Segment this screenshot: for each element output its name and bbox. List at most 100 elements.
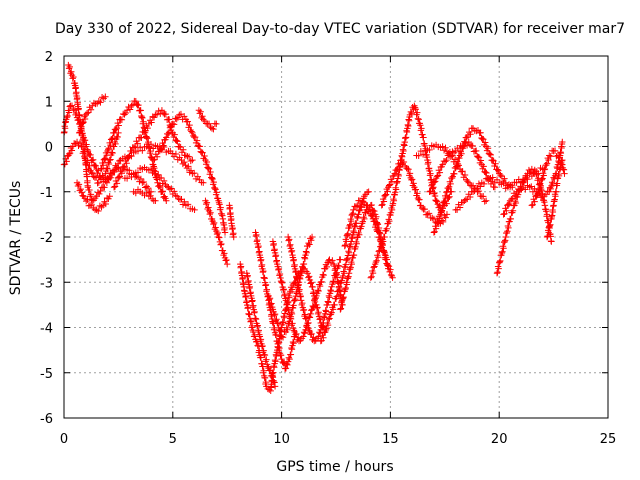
data-point-plus [281, 290, 289, 298]
data-point-plus [306, 241, 313, 248]
data-point-plus [371, 207, 378, 215]
data-point-plus [548, 238, 555, 245]
data-point-plus [557, 164, 564, 171]
data-point-plus [433, 219, 441, 227]
data-point-plus [458, 150, 465, 157]
data-point-plus [338, 301, 346, 308]
data-point-plus [70, 105, 77, 113]
data-point-plus [533, 171, 541, 178]
data-point-plus [172, 192, 179, 199]
data-point-plus [105, 175, 113, 183]
data-point-plus [262, 281, 270, 288]
data-point-plus [157, 110, 164, 117]
data-point-plus [199, 112, 206, 120]
data-point-plus [257, 256, 265, 264]
data-point-plus [287, 241, 294, 248]
data-point-plus [215, 233, 222, 241]
data-point-plus [74, 94, 81, 102]
data-point-plus [326, 256, 333, 263]
data-point-plus [378, 241, 385, 248]
data-point-plus [315, 309, 322, 316]
data-point-plus [509, 207, 517, 214]
data-point-plus [477, 129, 484, 136]
data-point-plus [120, 164, 127, 171]
data-point-plus [442, 214, 449, 221]
data-point-plus [276, 270, 284, 278]
data-point-plus [486, 151, 494, 158]
data-point-plus [430, 229, 438, 236]
data-point-plus [248, 324, 255, 331]
data-point-plus [273, 316, 280, 323]
data-point-plus [259, 342, 266, 350]
data-point-plus [168, 185, 175, 192]
data-point-plus [483, 169, 490, 177]
data-point-plus [288, 247, 296, 254]
data-point-plus [118, 170, 125, 177]
data-point-plus [500, 180, 507, 187]
data-point-plus [329, 278, 337, 285]
data-point-plus [318, 278, 325, 285]
data-point-plus [461, 171, 469, 179]
data-point-plus [319, 324, 326, 331]
data-point-plus [320, 271, 327, 279]
data-point-plus [177, 110, 185, 118]
data-point-plus [293, 330, 300, 338]
data-point-plus [341, 242, 348, 250]
data-point-plus [132, 98, 140, 105]
data-point-plus [212, 186, 219, 193]
data-point-plus [342, 284, 349, 292]
data-point-plus [160, 177, 168, 185]
data-point-plus [214, 229, 221, 237]
data-point-plus [78, 143, 86, 151]
data-point-plus [542, 191, 550, 198]
data-point-plus [317, 315, 324, 322]
data-point-plus [309, 283, 316, 291]
data-point-plus [237, 263, 245, 270]
data-point-plus [494, 269, 501, 276]
data-point-plus [276, 326, 284, 334]
data-point-plus [324, 298, 332, 305]
data-point-plus [443, 156, 450, 164]
data-point-plus [481, 198, 488, 205]
data-point-plus [97, 165, 105, 173]
data-point-plus [251, 308, 258, 316]
data-point-plus [209, 175, 216, 183]
data-point-plus [350, 227, 357, 235]
data-point-plus [215, 199, 223, 206]
data-point-plus [279, 334, 287, 341]
data-point-plus [125, 154, 132, 161]
data-point-plus [101, 184, 108, 191]
data-point-plus [436, 215, 443, 222]
data-point-plus [275, 340, 282, 348]
data-point-plus [105, 144, 113, 152]
data-point-plus [493, 270, 501, 277]
data-point-plus [210, 125, 217, 133]
data-point-plus [301, 330, 309, 337]
data-point-plus [102, 200, 109, 208]
data-point-plus [130, 144, 138, 151]
data-point-plus [346, 221, 354, 228]
data-point-plus [187, 157, 194, 165]
data-point-plus [342, 264, 349, 271]
data-point-plus [245, 310, 253, 318]
data-point-plus [70, 73, 77, 81]
data-point-plus [499, 248, 506, 255]
x-tick-label: 10 [273, 432, 290, 447]
data-point-plus [305, 273, 313, 280]
data-point-plus [176, 111, 183, 119]
data-point-plus [286, 355, 293, 363]
data-point-plus [400, 158, 408, 166]
data-point-plus [385, 263, 393, 270]
data-point-plus [281, 314, 288, 322]
data-point-plus [285, 237, 292, 244]
data-point-plus [523, 174, 530, 181]
data-point-plus [342, 241, 349, 249]
data-point-plus [66, 63, 74, 71]
data-point-plus [332, 273, 339, 281]
data-point-plus [349, 210, 357, 217]
data-point-plus [61, 125, 69, 132]
data-point-plus [303, 249, 310, 256]
data-point-plus [223, 256, 230, 264]
data-point-plus [137, 107, 144, 114]
data-point-plus [150, 167, 158, 174]
